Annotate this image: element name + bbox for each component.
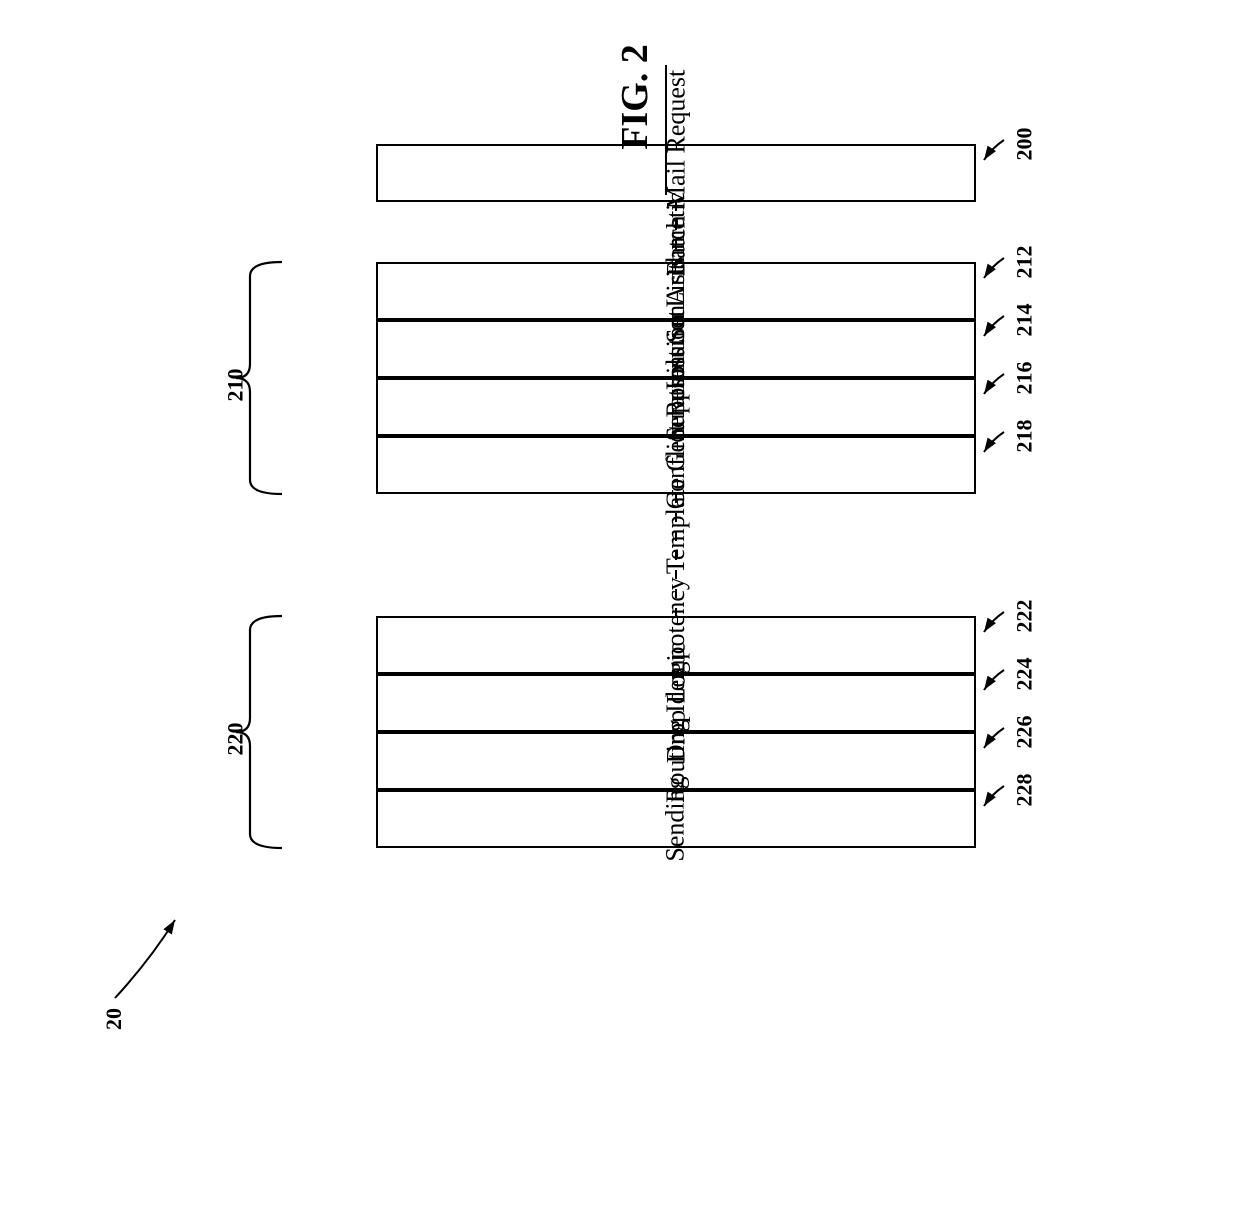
diagram-canvas: FIG. 2Batch Mail RequestList Set Arithme… (0, 0, 1240, 1222)
leader-20 (0, 0, 1240, 1222)
